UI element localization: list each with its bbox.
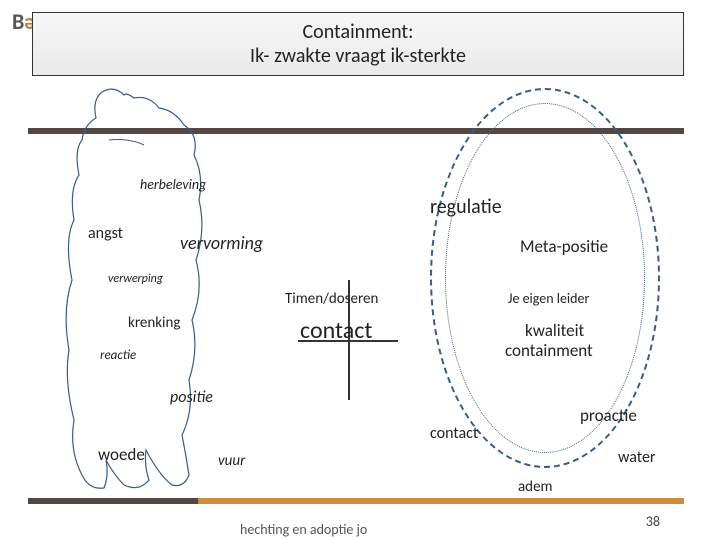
label-vuur: vuur <box>218 452 245 470</box>
label-vervorming: vervorming <box>180 232 263 254</box>
label-water: water <box>618 448 656 467</box>
label-contact-small: contact <box>430 424 478 443</box>
logo-prefix: B <box>12 8 24 35</box>
label-adem: adem <box>518 478 553 496</box>
dashed-oval-inner <box>445 103 645 453</box>
label-regulatie: regulatie <box>430 195 502 219</box>
label-verwerping: verwerping <box>108 272 163 286</box>
label-herbeleving: herbeleving <box>140 176 206 193</box>
title-line1: Containment: <box>303 20 414 44</box>
title-line2: Ik- zwakte vraagt ik-sterkte <box>250 44 466 68</box>
label-krenking: krenking <box>128 314 180 332</box>
label-proactie: proactie <box>580 405 637 426</box>
label-containment: containment <box>505 340 593 361</box>
footer-text: hechting en adoptie jo <box>240 521 367 538</box>
label-meta-positie: Meta-positie <box>520 236 608 257</box>
label-je-eigen-leider: Je eigen leider <box>508 290 589 307</box>
body-outline <box>54 80 224 500</box>
title-box: Containment: Ik- zwakte vraagt ik-sterkt… <box>32 12 684 76</box>
label-timen-doseren: Timen/doseren <box>285 290 378 308</box>
label-positie: positie <box>170 388 213 407</box>
label-woede: woede <box>98 444 145 465</box>
label-contact-big: contact <box>300 316 372 345</box>
label-reactie: reactie <box>100 348 136 363</box>
bottom-bar-orange <box>198 498 684 504</box>
label-kwaliteit: kwaliteit <box>525 320 584 341</box>
label-angst: angst <box>88 224 123 243</box>
slide-number: 38 <box>646 513 660 530</box>
